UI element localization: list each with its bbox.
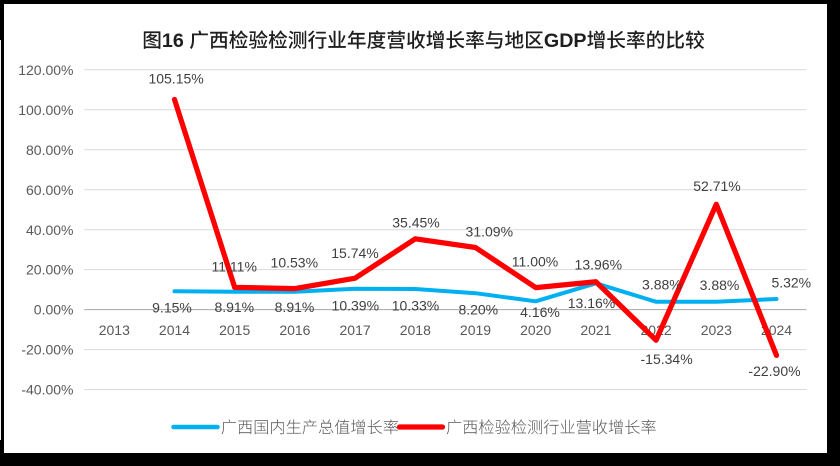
svg-text:16: 16: [162, 30, 184, 52]
svg-text:8.20%: 8.20%: [458, 302, 498, 318]
svg-text:2017: 2017: [340, 322, 371, 338]
svg-text:35.45%: 35.45%: [392, 214, 439, 230]
svg-text:2018: 2018: [400, 322, 431, 338]
svg-text:2020: 2020: [520, 322, 551, 338]
svg-text:2023: 2023: [701, 322, 732, 338]
svg-text:5.32%: 5.32%: [771, 274, 811, 290]
svg-text:80.00%: 80.00%: [26, 142, 73, 158]
svg-text:60.00%: 60.00%: [26, 182, 73, 198]
svg-text:-22.90%: -22.90%: [748, 363, 800, 379]
svg-text:40.00%: 40.00%: [26, 222, 73, 238]
svg-text:GDP: GDP: [544, 30, 587, 52]
svg-text:0.00%: 0.00%: [34, 302, 74, 318]
svg-text:100.00%: 100.00%: [18, 102, 73, 118]
svg-text:10.33%: 10.33%: [392, 298, 439, 314]
svg-text:3.88%: 3.88%: [700, 277, 740, 293]
svg-text:52.71%: 52.71%: [693, 178, 740, 194]
svg-text:8.91%: 8.91%: [214, 299, 254, 315]
svg-text:2014: 2014: [159, 322, 190, 338]
svg-text:15.74%: 15.74%: [331, 245, 378, 261]
svg-text:10.39%: 10.39%: [332, 298, 379, 314]
svg-text:31.09%: 31.09%: [466, 224, 513, 240]
svg-text:13.16%: 13.16%: [568, 295, 615, 311]
svg-text:-40.00%: -40.00%: [21, 382, 73, 398]
svg-text:2021: 2021: [580, 322, 611, 338]
svg-text:105.15%: 105.15%: [148, 71, 203, 87]
svg-text:-20.00%: -20.00%: [21, 342, 73, 358]
svg-text:11.11%: 11.11%: [211, 258, 256, 274]
svg-text:8.91%: 8.91%: [275, 299, 315, 315]
svg-text:4.16%: 4.16%: [520, 304, 560, 320]
svg-text:9.15%: 9.15%: [152, 300, 192, 316]
svg-text:2016: 2016: [279, 322, 310, 338]
svg-text:10.53%: 10.53%: [271, 254, 318, 270]
svg-text:2015: 2015: [219, 322, 250, 338]
svg-text:3.88%: 3.88%: [642, 276, 682, 292]
svg-text:2013: 2013: [99, 322, 130, 338]
svg-text:13.96%: 13.96%: [575, 256, 622, 272]
svg-text:-15.34%: -15.34%: [641, 351, 693, 367]
svg-text:20.00%: 20.00%: [26, 262, 73, 278]
svg-text:11.00%: 11.00%: [512, 253, 558, 269]
svg-text:2019: 2019: [460, 322, 491, 338]
svg-text:120.00%: 120.00%: [18, 62, 73, 78]
